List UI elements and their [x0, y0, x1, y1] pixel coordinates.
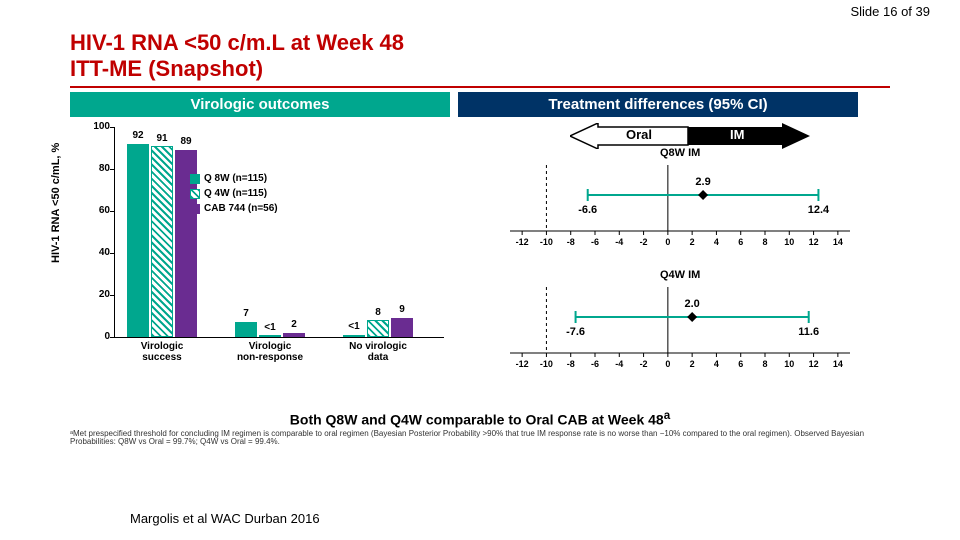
legend-label: CAB 744 (n=56) — [204, 203, 278, 214]
bar-value-label: 89 — [175, 136, 197, 147]
section-header-row: Virologic outcomes Treatment differences… — [70, 92, 890, 117]
citation-text: Margolis et al WAC Durban 2016 — [130, 511, 320, 526]
title-line-2: ITT-ME (Snapshot) — [70, 56, 890, 82]
bar: 2 — [283, 333, 305, 337]
legend-row: Q 8W (n=115) — [190, 173, 278, 184]
svg-text:12: 12 — [809, 359, 819, 369]
arrow-label-oral: Oral — [626, 127, 652, 142]
conclusion-main: Both Q8W and Q4W comparable to Oral CAB … — [290, 412, 664, 428]
svg-text:-2: -2 — [640, 359, 648, 369]
slide-content: HIV-1 RNA <50 c/m.L at Week 48 ITT-ME (S… — [70, 30, 890, 447]
bar-value-label: <1 — [343, 321, 365, 332]
bar: 8 — [367, 320, 389, 337]
svg-text:12.4: 12.4 — [808, 204, 830, 216]
bar-group-0: 929189 — [126, 144, 198, 337]
svg-text:-6: -6 — [591, 237, 599, 247]
svg-text:11.6: 11.6 — [798, 326, 819, 338]
bar-value-label: 2 — [283, 319, 305, 330]
svg-text:2: 2 — [690, 359, 695, 369]
forest-plot-q8w: -12 -10 -8 -6 -4 -2 0 2 4 6 8 10 12 14 2.9 -6.6 12.4 — [500, 159, 860, 259]
bar-legend: Q 8W (n=115) Q 4W (n=115) CAB 744 (n=56) — [190, 173, 278, 218]
bar-group-2: <189 — [342, 318, 414, 337]
svg-text:-6: -6 — [591, 359, 599, 369]
bar-value-label: 91 — [152, 133, 172, 144]
svg-text:-12: -12 — [516, 237, 529, 247]
svg-text:-6.6: -6.6 — [578, 204, 597, 216]
legend-row: Q 4W (n=115) — [190, 188, 278, 199]
footnote-text: ᵃMet prespecified threshold for concludi… — [70, 430, 890, 448]
svg-text:10: 10 — [784, 237, 794, 247]
legend-label: Q 4W (n=115) — [204, 188, 267, 199]
forest-plot-q4w: -12 -10 -8 -6 -4 -2 0 2 4 6 8 10 12 14 2.0 -7.6 11.6 — [500, 281, 860, 381]
svg-text:-12: -12 — [516, 359, 529, 369]
bar: 7 — [235, 322, 257, 337]
svg-text:8: 8 — [762, 359, 767, 369]
svg-text:-4: -4 — [615, 359, 623, 369]
legend-row: CAB 744 (n=56) — [190, 203, 278, 214]
svg-text:-7.6: -7.6 — [566, 326, 585, 338]
svg-text:4: 4 — [714, 237, 719, 247]
header-virologic-outcomes: Virologic outcomes — [70, 92, 450, 117]
svg-text:2.0: 2.0 — [684, 298, 699, 310]
conclusion-text: Both Q8W and Q4W comparable to Oral CAB … — [70, 409, 890, 428]
legend-label: Q 8W (n=115) — [204, 173, 267, 184]
direction-arrow: Oral IM — [570, 123, 810, 149]
svg-text:-8: -8 — [567, 359, 575, 369]
bar-value-label: <1 — [260, 322, 280, 333]
bar: 9 — [391, 318, 413, 337]
bar-plot-area: 020406080100929189Virologicsuccess7<12Vi… — [114, 127, 444, 357]
arrow-label-im: IM — [730, 127, 744, 142]
svg-text:-2: -2 — [640, 237, 648, 247]
bar: 91 — [151, 146, 173, 337]
bar-value-label: 8 — [368, 307, 388, 318]
bar-group-label: No virologicdata — [334, 341, 422, 363]
conclusion-sup: a — [664, 409, 670, 422]
svg-text:-10: -10 — [540, 359, 553, 369]
svg-text:14: 14 — [833, 359, 843, 369]
bar-value-label: 92 — [127, 130, 149, 141]
bar-group-1: 7<12 — [234, 322, 306, 337]
legend-swatch — [190, 204, 200, 214]
legend-swatch — [190, 189, 200, 199]
bar-value-label: 9 — [391, 304, 413, 315]
svg-text:-4: -4 — [615, 237, 623, 247]
svg-text:12: 12 — [809, 237, 819, 247]
header-treatment-differences: Treatment differences (95% CI) — [458, 92, 858, 117]
svg-text:6: 6 — [738, 359, 743, 369]
bar: <1 — [259, 335, 281, 337]
svg-text:14: 14 — [833, 237, 843, 247]
bar: <1 — [343, 335, 365, 337]
bar-value-label: 7 — [235, 308, 257, 319]
svg-text:-10: -10 — [540, 237, 553, 247]
forest-title-q8w: Q8W IM — [660, 147, 700, 159]
title-line-1: HIV-1 RNA <50 c/m.L at Week 48 — [70, 30, 890, 56]
svg-text:4: 4 — [714, 359, 719, 369]
bar-group-label: Virologicnon-response — [226, 341, 314, 363]
title-rule — [70, 86, 890, 88]
forest-title-q4w: Q4W IM — [660, 269, 700, 281]
svg-text:8: 8 — [762, 237, 767, 247]
svg-text:10: 10 — [784, 359, 794, 369]
svg-text:2: 2 — [690, 237, 695, 247]
svg-text:-8: -8 — [567, 237, 575, 247]
svg-text:0: 0 — [665, 359, 670, 369]
forest-panel: Oral IM Q8W IM -12 -10 -8 -6 -4 -2 0 2 4 6 8 10 12 14… — [470, 123, 870, 403]
svg-text:2.9: 2.9 — [695, 176, 710, 188]
bar-group-label: Virologicsuccess — [118, 341, 206, 363]
panels-row: HIV-1 RNA <50 c/mL, % 020406080100929189… — [70, 123, 890, 403]
slide-counter: Slide 16 of 39 — [850, 4, 930, 19]
svg-text:0: 0 — [665, 237, 670, 247]
legend-swatch — [190, 174, 200, 184]
bar-chart-panel: HIV-1 RNA <50 c/mL, % 020406080100929189… — [70, 123, 460, 403]
bar-y-axis-label: HIV-1 RNA <50 c/mL, % — [50, 143, 62, 263]
bar: 92 — [127, 144, 149, 337]
svg-text:6: 6 — [738, 237, 743, 247]
